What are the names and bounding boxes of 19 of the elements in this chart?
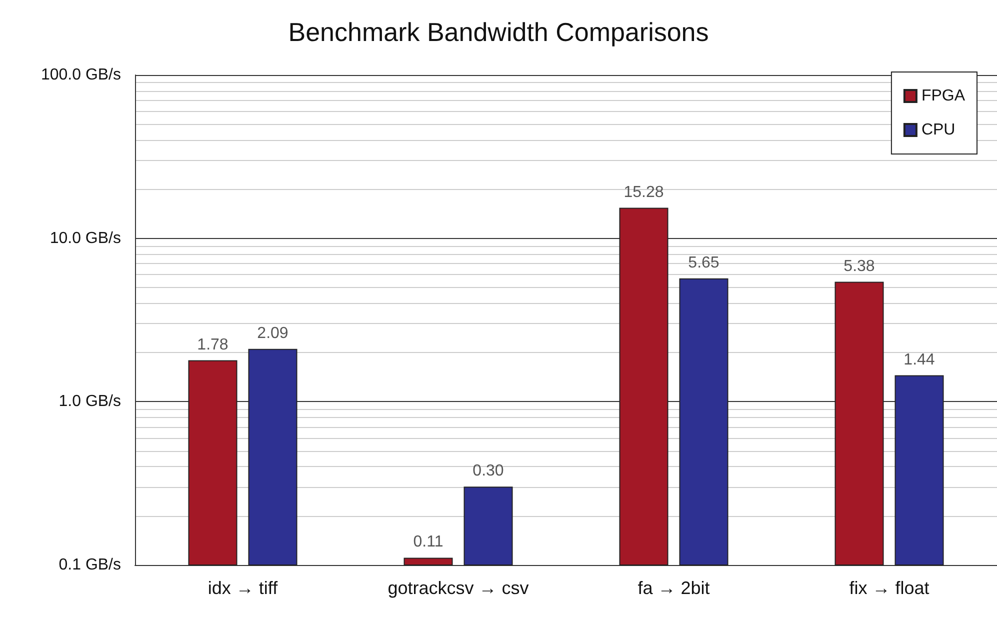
data-label: 0.11 (413, 534, 444, 551)
legend-label: CPU (921, 122, 956, 138)
y-tick-label: 1.0 GB/s (58, 393, 121, 410)
x-tick-label: fix → float (849, 578, 930, 598)
data-label: 5.65 (688, 254, 720, 272)
data-label: 0.30 (472, 462, 504, 480)
x-tick-label: gotrackcsv → csv (388, 578, 529, 598)
chart-title: Benchmark Bandwidth Comparisons (288, 17, 709, 47)
data-label: 2.09 (257, 324, 288, 342)
legend-label: FPGA (921, 88, 966, 104)
data-label: 15.28 (624, 184, 664, 201)
data-label: 1.78 (197, 336, 228, 354)
y-tick-label: 10.0 GB/s (50, 230, 121, 247)
data-label: 5.38 (844, 258, 875, 275)
y-tick-label: 100.0 GB/s (40, 66, 121, 84)
x-tick-label: fa → 2bit (638, 578, 710, 598)
y-tick-label: 0.1 GB/s (58, 556, 121, 574)
data-label: 1.44 (904, 351, 935, 368)
x-tick-label: idx → tiff (208, 578, 279, 598)
